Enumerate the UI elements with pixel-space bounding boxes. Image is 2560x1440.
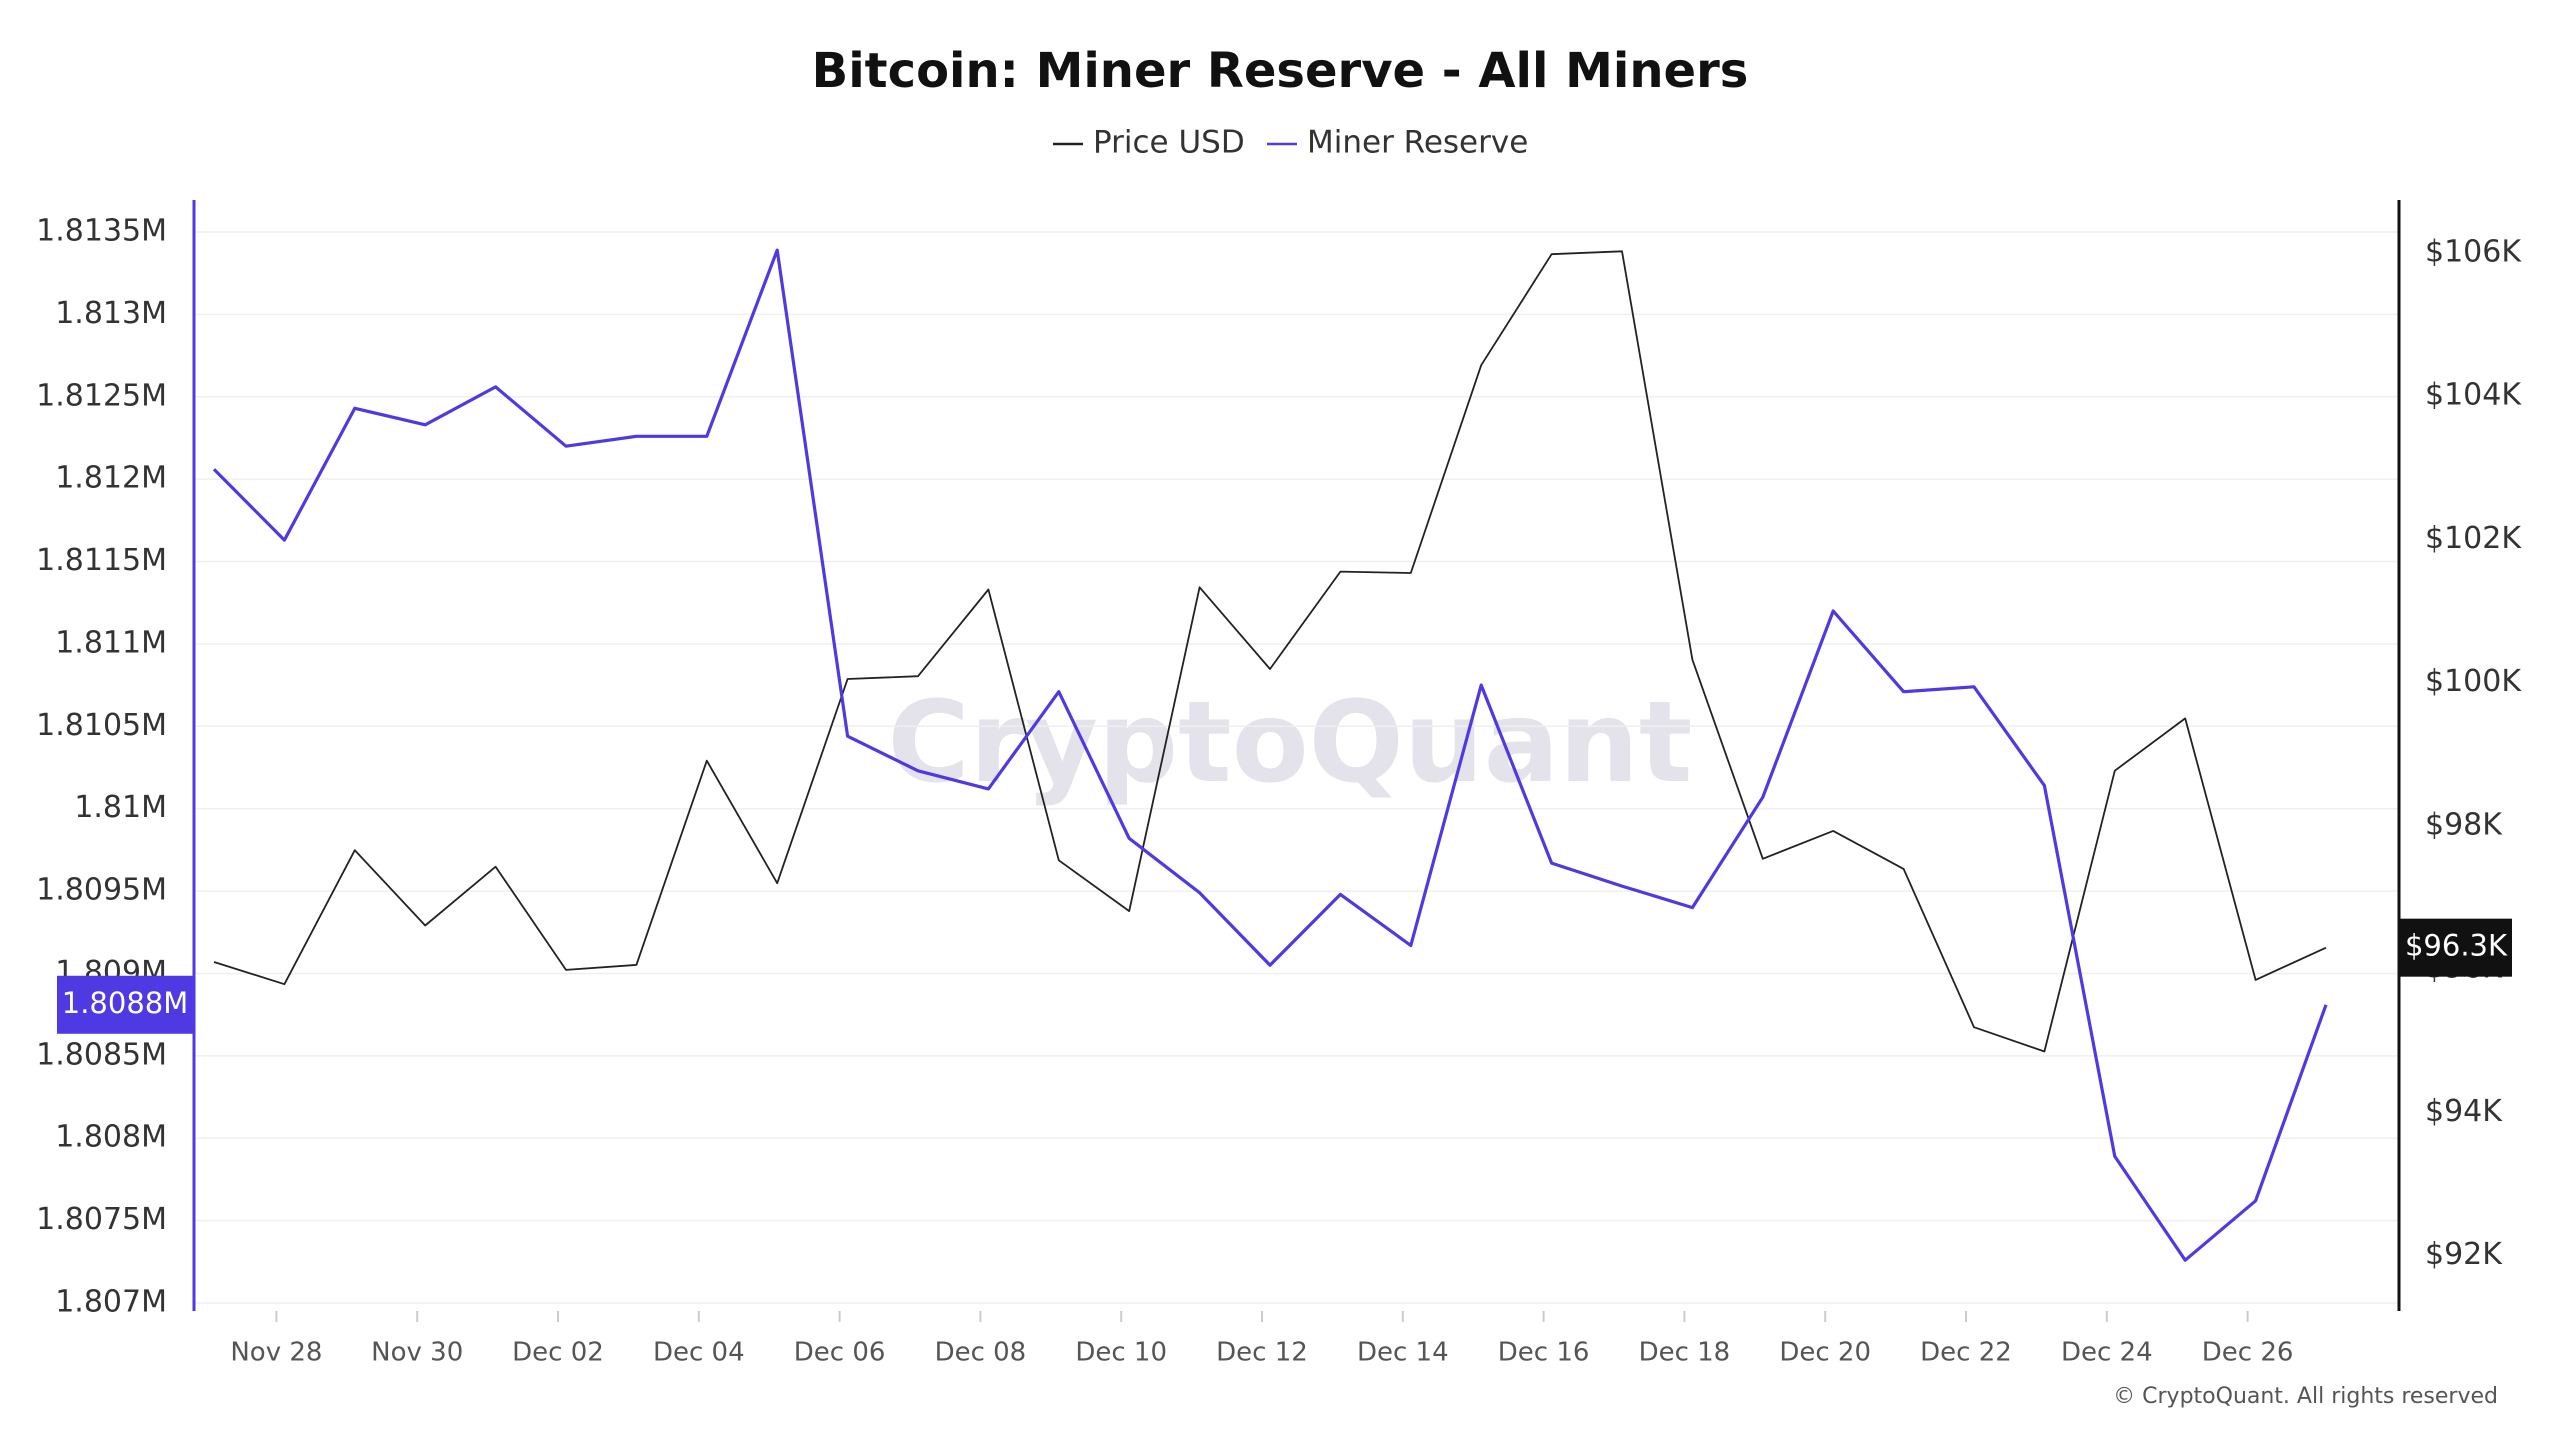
y-tick-label: 1.8075M [36, 1202, 167, 1237]
x-tick-label: Nov 30 [371, 1338, 463, 1368]
x-tick-label: Dec 14 [1357, 1338, 1449, 1368]
last-value-label: $96.3K [2405, 929, 2508, 963]
x-tick-label: Dec 08 [935, 1338, 1027, 1368]
last-value-box [2400, 918, 2512, 977]
legend-label: Price USD [1093, 125, 1245, 161]
y-tick-label: 1.811M [55, 625, 167, 660]
y2-tick-label: $106K [2425, 234, 2522, 269]
x-tick-label: Nov 28 [230, 1338, 322, 1368]
series-line [213, 250, 2327, 1053]
last-value-box [57, 975, 193, 1034]
copyright: © CryptoQuant. All rights reserved [2113, 1384, 2498, 1409]
y-tick-label: 1.807M [55, 1285, 167, 1320]
x-tick-label: Dec 20 [1779, 1338, 1871, 1368]
x-tick-label: Dec 04 [653, 1338, 745, 1368]
last-value-label: 1.8088M [62, 986, 189, 1020]
y-tick-label: 1.813M [55, 296, 167, 331]
y-tick-label: 1.8125M [36, 378, 167, 413]
y2-tick-label: $98K [2425, 807, 2503, 842]
x-tick-label: Dec 12 [1216, 1338, 1308, 1368]
y-tick-label: 1.8105M [36, 708, 167, 743]
y2-tick-label: $94K [2425, 1094, 2503, 1129]
y2-tick-label: $104K [2425, 378, 2522, 413]
y2-tick-label: $102K [2425, 521, 2522, 556]
y-tick-label: 1.81M [74, 790, 167, 825]
chart-title: Bitcoin: Miner Reserve - All Miners [812, 43, 1749, 99]
series-line [212, 248, 2328, 1262]
x-tick-label: Dec 06 [794, 1338, 886, 1368]
x-tick-label: Dec 26 [2202, 1338, 2294, 1368]
y-tick-label: 1.808M [55, 1120, 167, 1155]
x-tick-label: Dec 16 [1498, 1338, 1590, 1368]
x-tick-label: Dec 22 [1920, 1338, 2012, 1368]
legend-label: Miner Reserve [1307, 125, 1528, 161]
y-tick-label: 1.812M [55, 461, 167, 496]
x-tick-label: Dec 10 [1075, 1338, 1167, 1368]
y-tick-label: 1.8115M [36, 543, 167, 578]
watermark: CryptoQuant [888, 678, 1693, 808]
x-tick-label: Dec 18 [1639, 1338, 1731, 1368]
x-tick-label: Dec 24 [2061, 1338, 2153, 1368]
y-tick-label: 1.8135M [36, 214, 167, 249]
y2-tick-label: $100K [2425, 664, 2522, 699]
y-tick-label: 1.8095M [36, 873, 167, 908]
y2-tick-label: $92K [2425, 1237, 2503, 1272]
y-tick-label: 1.8085M [36, 1037, 167, 1072]
x-tick-label: Dec 02 [512, 1338, 604, 1368]
